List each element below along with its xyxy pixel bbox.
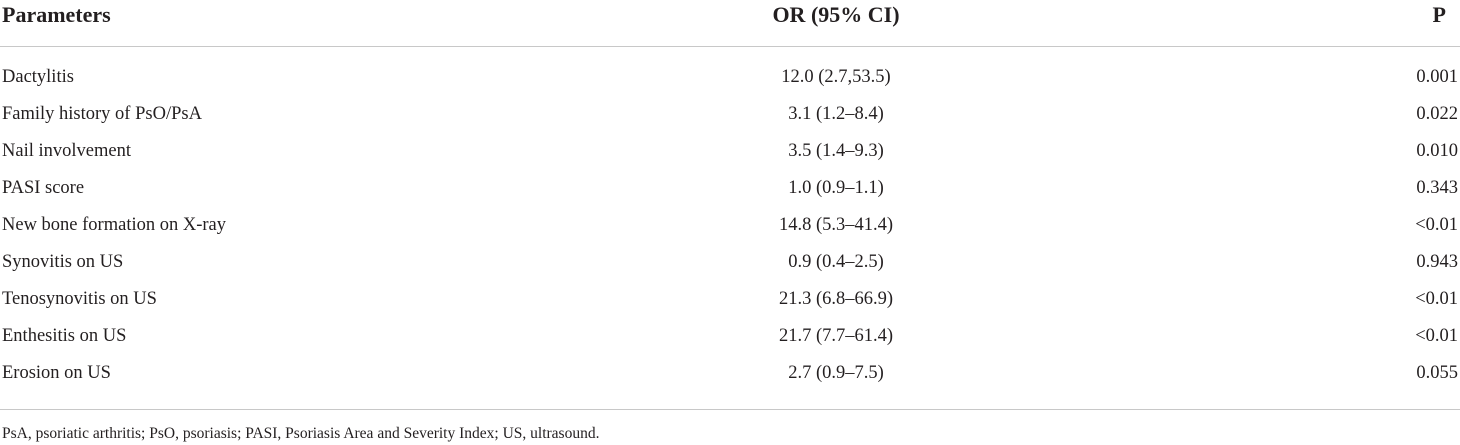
parameter-cell: Dactylitis	[2, 67, 74, 87]
or-ci-cell: 0.9 (0.4–2.5)	[788, 252, 884, 272]
or-ci-cell: 2.7 (0.9–7.5)	[788, 363, 884, 383]
p-value-cell: 0.001	[1416, 67, 1458, 87]
table-row: Family history of PsO/PsA 3.1 (1.2–8.4) …	[0, 96, 1460, 133]
header-parameters: Parameters	[2, 2, 111, 27]
or-ci-cell: 3.1 (1.2–8.4)	[788, 104, 884, 124]
or-ci-cell: 21.7 (7.7–61.4)	[778, 326, 894, 346]
parameter-cell: Synovitis on US	[2, 252, 124, 272]
p-value-cell: <0.01	[1415, 289, 1458, 309]
or-ci-cell: 3.5 (1.4–9.3)	[788, 141, 884, 161]
table-row: PASI score 1.0 (0.9–1.1) 0.343	[0, 170, 1460, 207]
table-row: Synovitis on US 0.9 (0.4–2.5) 0.943	[0, 244, 1460, 281]
or-ci-cell: 12.0 (2.7,53.5)	[781, 67, 891, 87]
table-footer-divider	[0, 409, 1460, 410]
table-row: Enthesitis on US 21.7 (7.7–61.4) <0.01	[0, 318, 1460, 355]
p-value-cell: 0.022	[1416, 104, 1458, 124]
table-row: Erosion on US 2.7 (0.9–7.5) 0.055	[0, 355, 1460, 392]
p-value-cell: <0.01	[1415, 326, 1458, 346]
header-or-ci: OR (95% CI)	[772, 2, 900, 27]
table-row: Tenosynovitis on US 21.3 (6.8–66.9) <0.0…	[0, 281, 1460, 318]
table-row: Nail involvement 3.5 (1.4–9.3) 0.010	[0, 133, 1460, 170]
parameter-cell: Enthesitis on US	[2, 326, 127, 346]
parameter-cell: Nail involvement	[2, 141, 131, 161]
or-ci-cell: 14.8 (5.3–41.4)	[778, 215, 894, 235]
parameter-cell: Erosion on US	[2, 363, 111, 383]
table-header-row: Parameters OR (95% CI) P	[0, 0, 1460, 47]
table-body: Dactylitis 12.0 (2.7,53.5) 0.001 Family …	[0, 47, 1460, 409]
header-p-value: P	[1432, 2, 1446, 27]
p-value-cell: 0.010	[1416, 141, 1458, 161]
table-footnote: PsA, psoriatic arthritis; PsO, psoriasis…	[2, 425, 600, 442]
table-row: New bone formation on X-ray 14.8 (5.3–41…	[0, 207, 1460, 244]
parameter-cell: New bone formation on X-ray	[2, 215, 226, 235]
or-ci-cell: 21.3 (6.8–66.9)	[778, 289, 894, 309]
p-value-cell: <0.01	[1415, 215, 1458, 235]
p-value-cell: 0.943	[1416, 252, 1458, 272]
p-value-cell: 0.055	[1416, 363, 1458, 383]
parameter-cell: Tenosynovitis on US	[2, 289, 157, 309]
odds-ratio-table: Parameters OR (95% CI) P Dactylitis 12.0…	[0, 0, 1460, 409]
table-row: Dactylitis 12.0 (2.7,53.5) 0.001	[0, 59, 1460, 96]
parameter-cell: Family history of PsO/PsA	[2, 104, 202, 124]
parameter-cell: PASI score	[2, 178, 85, 198]
or-ci-cell: 1.0 (0.9–1.1)	[788, 178, 884, 198]
p-value-cell: 0.343	[1416, 178, 1458, 198]
